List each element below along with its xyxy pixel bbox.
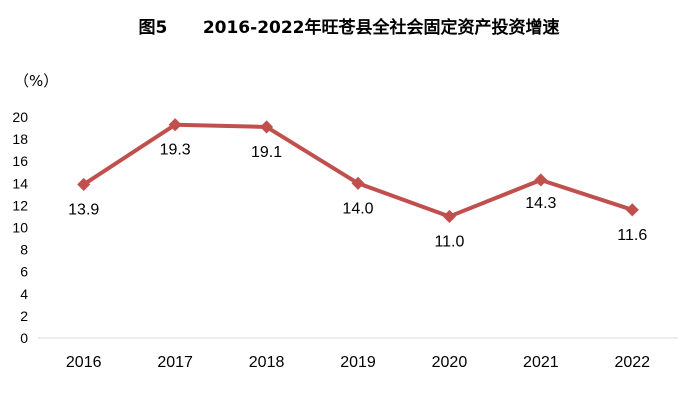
x-tick-label: 2020 [432, 354, 468, 371]
data-label: 11.0 [434, 233, 464, 250]
y-tick-label: 0 [20, 330, 28, 346]
x-tick-label: 2019 [340, 354, 376, 371]
y-tick-label: 8 [20, 242, 28, 258]
y-tick-label: 2 [20, 308, 28, 324]
chart-title: 图5 2016-2022年旺苍县全社会固定资产投资增速 [138, 17, 559, 38]
y-tick-label: 6 [20, 264, 28, 280]
x-tick-label: 2016 [66, 354, 102, 371]
x-tick-label: 2017 [157, 354, 193, 371]
data-labels: 13.9 19.3 19.1 14.0 11.0 14.3 11.6 [68, 142, 647, 251]
y-tick-label: 14 [12, 175, 28, 191]
y-axis-unit: （%） [14, 72, 58, 90]
x-tick-label: 2021 [523, 354, 559, 371]
data-label: 14.0 [342, 200, 373, 217]
data-point-marker [260, 120, 274, 134]
data-label: 19.3 [160, 142, 191, 159]
data-label: 19.1 [251, 144, 282, 161]
y-tick-labels: 0 2 4 6 8 10 12 14 16 18 20 [12, 109, 28, 346]
data-point-marker [168, 118, 182, 132]
data-point-marker [625, 203, 639, 217]
y-tick-label: 10 [12, 220, 28, 236]
series-layer [77, 118, 639, 224]
data-point-marker [351, 176, 365, 190]
x-tick-label: 2018 [249, 354, 285, 371]
y-tick-label: 20 [12, 109, 28, 125]
data-label: 13.9 [68, 201, 99, 218]
data-label: 14.3 [525, 195, 556, 212]
y-tick-label: 18 [12, 131, 28, 147]
x-tick-label: 2022 [614, 354, 650, 371]
data-point-marker [77, 177, 91, 191]
x-tick-labels: 2016 2017 2018 2019 2020 2021 2022 [66, 354, 650, 371]
y-tick-label: 12 [12, 197, 28, 213]
y-tick-label: 16 [12, 153, 28, 169]
y-tick-label: 4 [20, 286, 28, 302]
data-point-marker [442, 209, 456, 224]
data-label: 11.6 [617, 227, 647, 244]
data-point-marker [534, 173, 548, 187]
